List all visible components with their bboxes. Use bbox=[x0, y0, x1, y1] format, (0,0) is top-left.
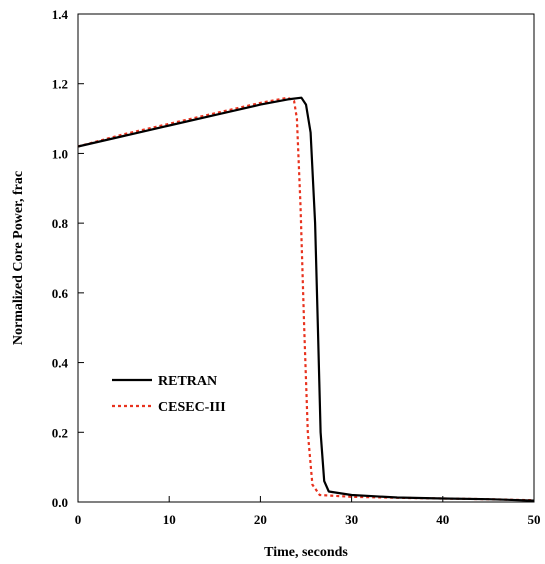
x-tick-label: 0 bbox=[75, 512, 82, 527]
axis-ticks bbox=[77, 13, 535, 503]
y-axis-title: Normalized Core Power, frac bbox=[11, 171, 26, 345]
y-tick-label: 0.4 bbox=[52, 356, 69, 371]
x-tick-label: 50 bbox=[528, 512, 541, 527]
legend-label: RETRAN bbox=[158, 374, 217, 389]
series-line-retran bbox=[77, 96, 535, 502]
plot-area-frame bbox=[77, 13, 535, 503]
y-tick-label: 0.2 bbox=[52, 425, 68, 440]
legend-label: CESEC-III bbox=[158, 400, 226, 415]
y-tick-label: 1.4 bbox=[52, 7, 69, 22]
series-layer bbox=[77, 96, 535, 502]
x-axis-title: Time, seconds bbox=[264, 545, 348, 560]
x-tick-label: 40 bbox=[436, 512, 449, 527]
x-tick-label: 20 bbox=[254, 512, 267, 527]
legend: RETRAN CESEC-III bbox=[112, 374, 226, 415]
y-tick-label: 0.6 bbox=[52, 286, 69, 301]
y-tick-label: 0.0 bbox=[52, 495, 68, 510]
series-line-cesec-iii bbox=[77, 96, 535, 502]
y-tick-label: 0.8 bbox=[52, 216, 69, 231]
y-tick-label: 1.2 bbox=[52, 77, 68, 92]
y-tick-label: 1.0 bbox=[52, 146, 68, 161]
x-tick-label: 10 bbox=[163, 512, 176, 527]
x-tick-label: 30 bbox=[345, 512, 358, 527]
axis-tick-labels: 0 10 20 30 40 50 0.0 0.2 0.4 0.6 0.8 1.0 1.2 1.4 bbox=[52, 7, 541, 527]
